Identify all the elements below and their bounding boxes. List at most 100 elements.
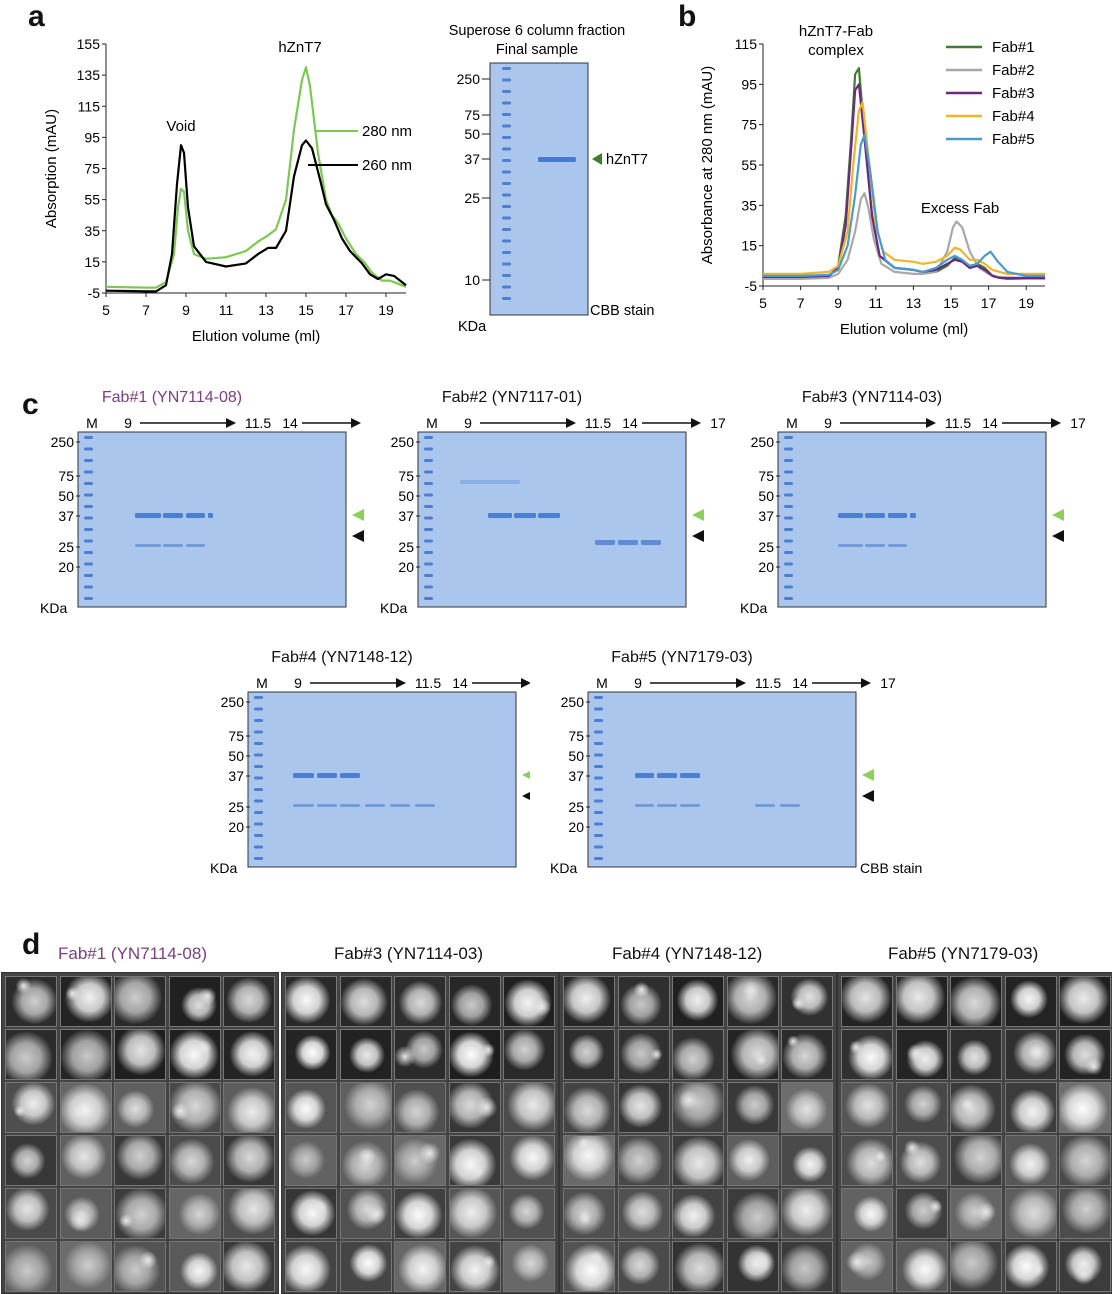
marker-label: 250	[221, 694, 245, 710]
class-average-tile	[394, 1135, 446, 1186]
lane-arrowhead-1	[566, 418, 576, 428]
ladder-band	[784, 597, 793, 600]
class-average-tile	[114, 1029, 166, 1080]
ladder-band	[784, 585, 793, 589]
ladder-band	[84, 574, 93, 577]
x-tick-label: 19	[1018, 295, 1034, 311]
gel-a-arrow	[592, 153, 602, 165]
class-average-tile	[114, 1135, 166, 1186]
ladder-band	[502, 274, 511, 277]
ladder-band	[594, 799, 603, 803]
y-tick-label: 55	[741, 157, 757, 173]
class-average-grid-fab3	[281, 972, 559, 1294]
ladder-band	[84, 470, 93, 474]
y-tick-label: 35	[84, 223, 100, 239]
y-tick-label: -5	[88, 285, 101, 301]
ladder-band	[254, 753, 263, 757]
class-average-grid-fab1	[1, 972, 279, 1294]
class-average-tile	[950, 1135, 1002, 1186]
marker-label: 20	[58, 559, 74, 575]
class-average-tile	[168, 1135, 221, 1186]
ladder-band	[784, 516, 793, 520]
class-average-tile	[5, 1188, 57, 1239]
y-tick-label: 55	[84, 192, 100, 208]
chromatogram-a: 5 7 9 11 13 15 17 19 -5 15 35 55 75 95 115 135 155 Elutio…	[43, 36, 412, 345]
class-average-tile	[114, 1188, 166, 1239]
lane-label-11-5: 11.5	[245, 415, 271, 431]
chromatogram-b: 5 7 9 11 13 15 17 19 -5 15 35 55 75 95 115 Elution volu…	[699, 23, 1045, 338]
band-fab	[780, 804, 800, 807]
lane-label-m: M	[86, 415, 98, 431]
marker-label: 25	[58, 539, 74, 555]
gel-fab2: Fab#2 (YN7117-01)M 9 11.5 14 17 250 75 50 37 25 20…	[380, 389, 726, 616]
ladder-band	[424, 447, 433, 451]
marker-label: 20	[398, 559, 414, 575]
class-average-tile	[726, 1188, 779, 1239]
class-average-tile	[1004, 1135, 1057, 1186]
class-average-tile	[950, 1241, 1002, 1292]
x-tick-label: 17	[338, 302, 354, 318]
ladder-band	[594, 707, 603, 711]
marker-label: 75	[568, 728, 584, 744]
band-hznt7	[538, 513, 560, 518]
class-average-tile	[448, 1082, 501, 1133]
class-average-tile	[59, 1029, 112, 1080]
class-average-tile	[285, 1241, 337, 1292]
arrow-hznt7	[692, 509, 704, 521]
class-average-tile	[895, 1082, 948, 1133]
ladder-band	[784, 493, 793, 497]
class-average-tile	[1059, 1188, 1111, 1239]
panel-letter-b: b	[678, 0, 697, 33]
ladder-band	[594, 845, 603, 849]
lane-arrowhead-1	[926, 418, 936, 428]
class-average-tile	[448, 1029, 501, 1080]
band-hznt7	[514, 513, 536, 518]
gel-a: Superose 6 column fraction Final sample 25…	[449, 23, 655, 335]
class-average-tile	[339, 1188, 392, 1239]
ladder-band	[424, 436, 433, 439]
ladder-band	[84, 436, 93, 439]
class-average-tile	[168, 1029, 221, 1080]
class-average-tile	[59, 1082, 112, 1133]
class-average-tile	[59, 976, 112, 1027]
ladder-band	[594, 696, 603, 699]
annotation-complex-1: hZnT7-Fab	[799, 23, 873, 40]
ladder-band	[502, 90, 511, 93]
class-average-tile	[781, 1029, 833, 1080]
gel-a-hznt7-band	[538, 157, 576, 162]
class-average-tile	[726, 1082, 779, 1133]
lane-arrowhead-2	[691, 418, 701, 428]
class-average-tile	[503, 1135, 555, 1186]
ladder-band	[594, 719, 603, 722]
band-faint	[460, 480, 520, 484]
marker-label: 50	[58, 488, 74, 504]
band-fab	[838, 544, 863, 547]
ladder-band	[84, 597, 93, 600]
ladder-band	[254, 845, 263, 849]
gel-unit: KDa	[40, 600, 67, 616]
class-average-tile	[672, 1135, 724, 1186]
marker-label: 37	[398, 508, 414, 524]
series-line-260nm	[105, 139, 407, 293]
ladder-band	[424, 585, 433, 589]
x-tick-label: 15	[943, 295, 959, 311]
marker-label: 50	[758, 488, 774, 504]
gel-a-title-2: Final sample	[496, 42, 578, 58]
class-average-tile	[726, 1029, 779, 1080]
ladder-band	[424, 597, 433, 600]
ladder-band	[84, 551, 93, 554]
lane-arrowhead-2	[521, 678, 530, 688]
arrow-hznt7	[1052, 509, 1064, 521]
gel-unit: KDa	[740, 600, 767, 616]
class-average-tile	[781, 976, 833, 1027]
band-hznt7	[910, 513, 916, 518]
ladder-band	[84, 447, 93, 451]
band-fab	[293, 804, 314, 807]
legend-label-fab2: Fab#2	[992, 62, 1035, 79]
class-average-tile	[285, 1188, 337, 1239]
arrow-fab	[352, 530, 364, 542]
band-hznt7	[340, 773, 360, 778]
ladder-band	[502, 67, 511, 70]
legend-label-260: 260 nm	[362, 157, 412, 174]
gel-background	[777, 431, 1047, 608]
